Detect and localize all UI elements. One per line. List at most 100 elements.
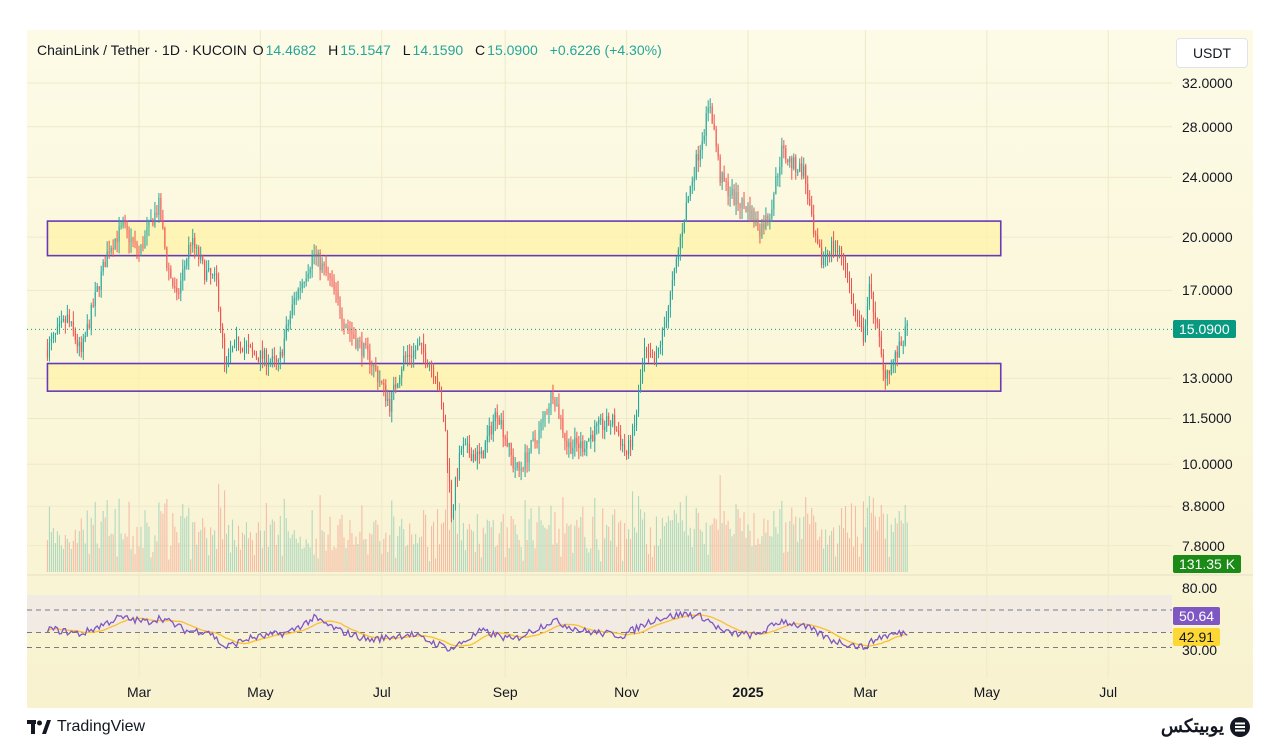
candle-body (421, 342, 423, 344)
volume-bar (72, 540, 74, 572)
candle-body (741, 199, 743, 208)
volume-bar (468, 523, 470, 572)
volume-bar (433, 521, 435, 572)
volume-bar (866, 507, 868, 572)
volume-bar (795, 516, 797, 572)
candle-body (556, 404, 558, 407)
volume-bar (391, 500, 393, 572)
candle-body (829, 253, 831, 256)
candle-body (876, 318, 878, 323)
candle-body (787, 159, 789, 163)
candle-body (118, 226, 120, 242)
volume-bar (301, 548, 303, 572)
candle-body (795, 157, 797, 173)
volume-bar (815, 522, 817, 572)
candle-body (703, 135, 705, 142)
candle-body (743, 199, 745, 207)
volume-bar (442, 522, 445, 572)
candle-body (636, 412, 638, 426)
candle-body (134, 241, 136, 243)
candle-body (564, 433, 566, 441)
volume-bar (486, 519, 488, 572)
volume-bar (502, 514, 504, 572)
candle-body (900, 341, 902, 346)
candle-body (456, 478, 458, 480)
volume-bar (319, 495, 321, 572)
candle-body (634, 425, 636, 427)
candle-body (367, 345, 369, 351)
volume-bar (253, 555, 255, 572)
volume-bar (339, 519, 341, 572)
volume-bar (214, 530, 216, 572)
tradingview-logo[interactable]: TradingView (27, 718, 145, 736)
candle-body (470, 453, 472, 462)
candle-body (592, 434, 594, 442)
volume-bar (538, 506, 540, 572)
volume-bar (846, 532, 849, 572)
candle-body (454, 478, 456, 505)
rsi-lower-label: 30.00 (1182, 642, 1218, 658)
volume-bar (104, 517, 106, 572)
candle-body (767, 215, 769, 222)
volume-bar (823, 548, 825, 572)
volume-bar (717, 529, 719, 572)
volume-bar (102, 510, 104, 572)
candle-body (417, 345, 419, 351)
candle-body (128, 230, 130, 243)
volume-bar (651, 556, 654, 572)
candle-body (713, 123, 715, 130)
candle-body (819, 243, 821, 248)
candle-body (659, 344, 661, 348)
volume-bar (96, 543, 98, 572)
volume-bar (283, 498, 285, 572)
volume-bar (188, 507, 190, 572)
volume-bar (610, 540, 612, 572)
candle-body (411, 356, 413, 358)
candle-body (132, 238, 134, 242)
candle-body (166, 247, 168, 269)
volume-bar (775, 527, 777, 572)
volume-bar (494, 546, 496, 572)
volume-bar (60, 545, 62, 572)
volume-bar (484, 533, 486, 572)
volume-bar (799, 517, 801, 572)
volume-bar (92, 525, 94, 572)
candle-body (600, 418, 602, 420)
volume-bar (612, 514, 614, 572)
volume-bar (351, 532, 353, 572)
volume-bar (763, 518, 765, 572)
volume-bar (520, 546, 522, 572)
candle-body (462, 444, 464, 450)
candle-body (192, 237, 194, 246)
candle-body (98, 286, 100, 290)
volume-bar (371, 534, 373, 572)
volume-bar (383, 539, 385, 572)
volume-bar (116, 556, 118, 572)
volume-bar (48, 506, 50, 572)
candle-body (94, 291, 96, 307)
volume-bar (474, 551, 476, 572)
candle-body (124, 221, 126, 225)
candle-body (536, 441, 538, 444)
volume-bar (480, 557, 482, 572)
volume-bar (192, 522, 194, 572)
currency-button[interactable]: USDT (1176, 38, 1248, 68)
candle-body (180, 280, 182, 294)
candle-body (755, 218, 757, 224)
volume-bar (399, 526, 401, 572)
volume-bar (729, 528, 731, 572)
candle-body (48, 342, 50, 358)
candle-body (72, 321, 74, 331)
candle-body (458, 453, 460, 480)
candle-body (606, 416, 608, 427)
volume-bar (385, 532, 387, 572)
volume-bar (466, 529, 468, 572)
candle-body (622, 444, 624, 446)
candle-body (844, 259, 847, 273)
volume-bar (641, 519, 644, 572)
candle-body (110, 248, 112, 253)
volume-bar (769, 536, 771, 572)
candle-body (870, 283, 872, 293)
volume-bar (58, 535, 60, 572)
